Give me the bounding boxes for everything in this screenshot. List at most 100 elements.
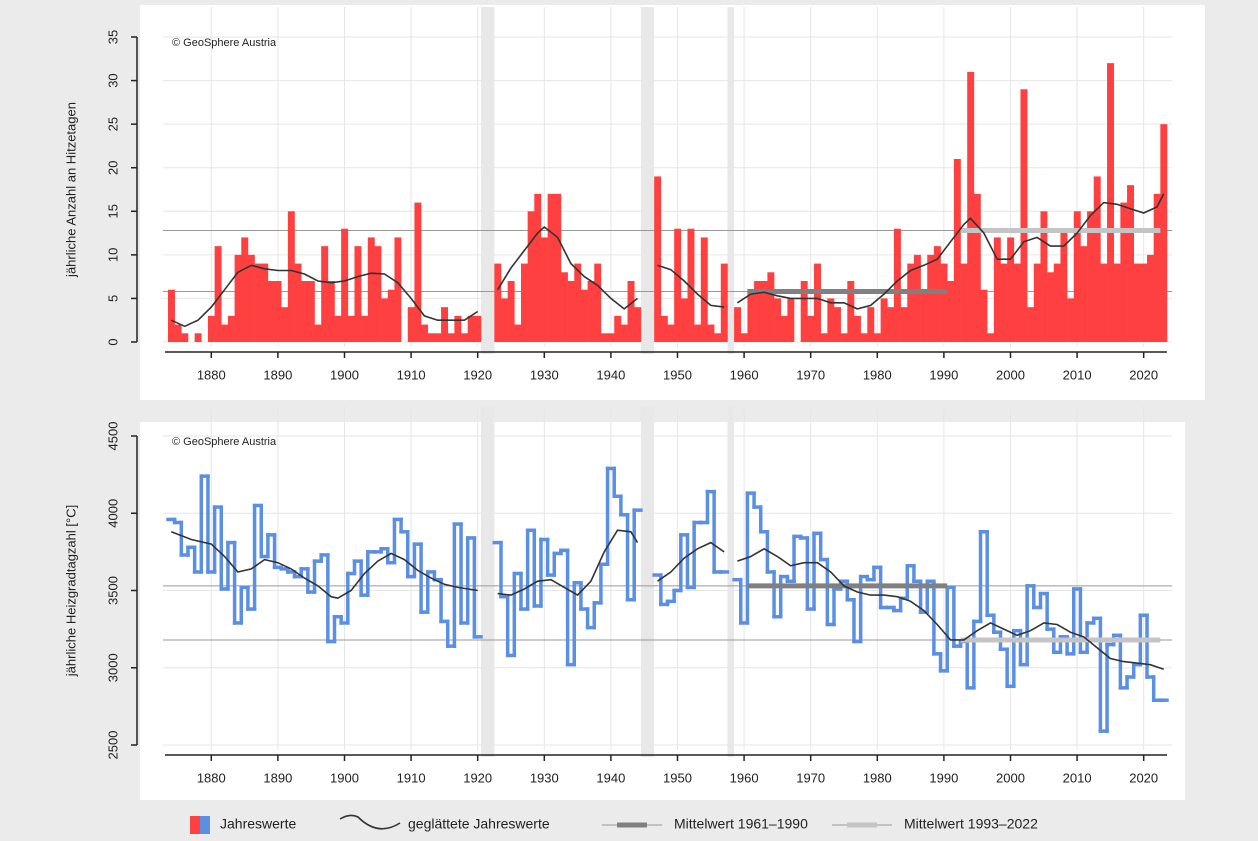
x-tick-label: 2020 xyxy=(1129,770,1158,785)
legend-swatch xyxy=(190,816,200,834)
bar xyxy=(1073,211,1081,342)
bar xyxy=(734,307,742,342)
x-tick-label: 1910 xyxy=(397,367,426,382)
bar xyxy=(407,307,415,342)
bar xyxy=(814,263,821,342)
x-tick-label: 1920 xyxy=(463,770,492,785)
bar xyxy=(660,315,668,342)
bar xyxy=(354,246,362,342)
x-tick-label: 1960 xyxy=(730,770,759,785)
smoothed-line xyxy=(171,529,1164,671)
missing-data-band xyxy=(481,7,495,354)
bar xyxy=(853,315,861,342)
bar xyxy=(620,324,628,342)
bar xyxy=(381,298,389,342)
missing-data-band xyxy=(640,406,655,757)
bar xyxy=(993,237,1001,342)
x-tick-label: 1890 xyxy=(263,770,292,785)
bar xyxy=(467,315,475,342)
bar xyxy=(1020,89,1028,343)
bar xyxy=(1013,263,1021,342)
bar xyxy=(261,263,269,342)
bar xyxy=(168,289,175,342)
bar xyxy=(1047,272,1055,342)
bar xyxy=(860,333,868,342)
bar xyxy=(867,307,875,342)
bar xyxy=(181,333,189,342)
x-tick-label: 1990 xyxy=(929,770,958,785)
y-tick-label: 3000 xyxy=(105,653,120,682)
x-tick-label: 1950 xyxy=(663,367,692,382)
y-tick-label: 15 xyxy=(105,204,120,218)
bar xyxy=(421,324,429,342)
bar xyxy=(527,211,535,342)
bar xyxy=(654,176,662,342)
bar xyxy=(447,333,455,342)
bar xyxy=(1007,237,1015,342)
missing-data-band xyxy=(727,406,735,757)
bar xyxy=(547,193,555,342)
bar xyxy=(687,228,695,342)
x-tick-label: 1940 xyxy=(596,770,625,785)
bar xyxy=(587,281,595,342)
bar xyxy=(361,315,369,342)
bar xyxy=(1087,211,1095,342)
x-tick-label: 1880 xyxy=(197,770,226,785)
bar xyxy=(927,254,935,342)
bar xyxy=(873,333,881,342)
y-axis-title: jährliche Anzahl an Hitzetagen xyxy=(63,102,78,278)
y-tick-label: 5 xyxy=(105,295,120,302)
bar xyxy=(560,272,568,342)
bar xyxy=(920,289,928,342)
bar xyxy=(227,315,235,342)
bar xyxy=(194,333,202,342)
y-tick-label: 30 xyxy=(105,73,120,87)
bar xyxy=(707,324,715,342)
bar xyxy=(1033,263,1041,342)
x-tick-label: 1980 xyxy=(863,770,892,785)
bar xyxy=(494,263,502,342)
bar xyxy=(367,237,375,342)
bar xyxy=(321,246,329,342)
bar xyxy=(514,324,522,342)
x-tick-label: 2020 xyxy=(1129,367,1158,382)
x-tick-label: 1890 xyxy=(263,367,292,382)
copyright: © GeoSphere Austria xyxy=(172,37,277,49)
bar xyxy=(893,228,901,342)
bar xyxy=(674,228,682,342)
bar xyxy=(1140,263,1148,342)
x-tick-label: 1960 xyxy=(730,367,759,382)
legend-label: Mittelwert 1961–1990 xyxy=(674,816,808,832)
bar xyxy=(274,281,282,342)
bar xyxy=(434,333,442,342)
bar xyxy=(1000,263,1008,342)
x-tick-label: 1980 xyxy=(863,367,892,382)
x-tick-label: 1880 xyxy=(197,367,226,382)
bar xyxy=(800,281,808,342)
bar xyxy=(933,246,941,342)
bar xyxy=(554,193,562,342)
bar xyxy=(767,272,775,342)
x-tick-label: 2000 xyxy=(996,367,1025,382)
bar xyxy=(221,324,229,342)
bar xyxy=(414,202,422,342)
y-tick-label: 0 xyxy=(105,338,120,345)
bar xyxy=(847,281,855,342)
bar xyxy=(1113,263,1121,342)
bar xyxy=(594,263,602,342)
bar xyxy=(754,281,762,342)
bar xyxy=(953,159,961,342)
bar xyxy=(913,254,921,342)
bar xyxy=(1107,63,1115,343)
bar xyxy=(907,263,915,342)
bar xyxy=(520,263,528,342)
bar xyxy=(394,237,402,342)
bar xyxy=(540,237,548,342)
bar xyxy=(607,333,615,342)
bar xyxy=(900,307,908,342)
bar xyxy=(987,333,995,342)
bar xyxy=(327,281,335,342)
bar xyxy=(374,246,382,342)
bar xyxy=(827,298,835,342)
